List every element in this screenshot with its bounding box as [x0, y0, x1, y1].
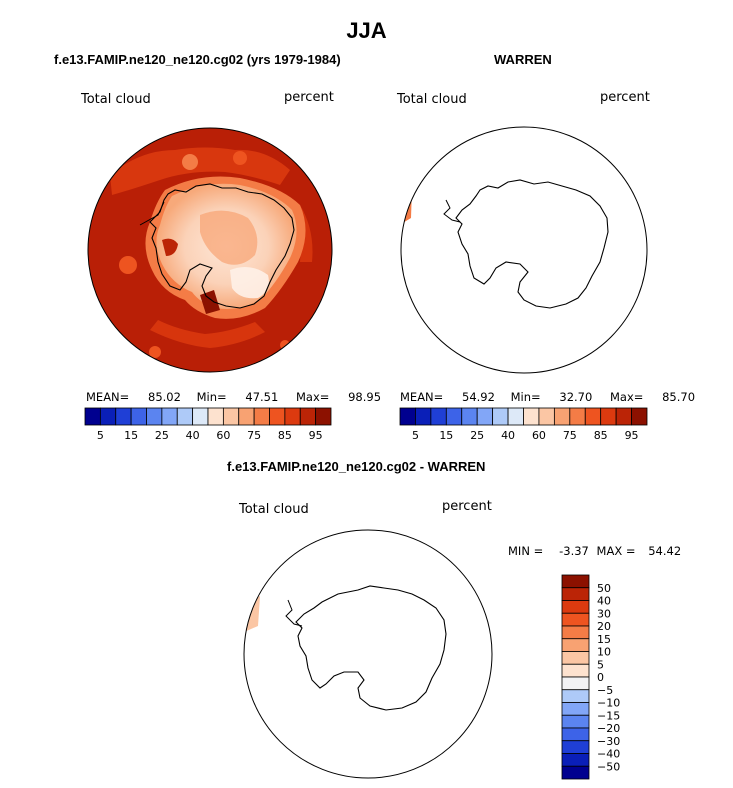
obs-min-label: Min=	[510, 390, 541, 404]
diff-panel-title: f.e13.FAMIP.ne120_ne120.cg02 - WARREN	[227, 459, 486, 474]
model-variable-label: Total cloud	[81, 92, 151, 107]
diff-colorbar-tick-label: −20	[597, 722, 620, 735]
diff-max-label: MAX =	[596, 544, 636, 558]
obs-colorbar-tick-label: 25	[470, 429, 484, 442]
model-panel-title: f.e13.FAMIP.ne120_ne120.cg02 (yrs 1979-1…	[54, 52, 341, 67]
diff-colorbar-tick-label: −50	[597, 760, 620, 773]
model-colorbar-tick-label: 95	[309, 429, 323, 442]
model-min-value: 47.51	[245, 390, 279, 404]
model-map-boundary	[87, 127, 333, 373]
diff-colorbar-box	[561, 676, 590, 691]
diff-colorbar-tick-label: 15	[597, 633, 611, 646]
diff-colorbar-box	[561, 638, 590, 652]
diff-colorbar-box	[561, 587, 590, 601]
obs-colorbar-tick-label: 5	[412, 429, 419, 442]
obs-colorbar-tick-label: 40	[501, 429, 515, 442]
model-mean-label: MEAN=	[86, 390, 130, 404]
diff-colorbar-box	[561, 625, 590, 640]
diff-colorbar-tick-label: −5	[597, 684, 613, 697]
obs-colorbar-box	[631, 407, 648, 426]
main-title: JJA	[346, 18, 387, 43]
obs-stats: MEAN= 54.92 Min= 32.70 Max= 85.70	[400, 390, 695, 404]
obs-panel-title: WARREN	[494, 52, 552, 67]
obs-mean-label: MEAN=	[400, 390, 444, 404]
diff-colorbar-tick-label: 50	[597, 582, 611, 595]
diff-colorbar-tick-label: 5	[597, 658, 604, 671]
model-colorbar-tick-label: 15	[124, 429, 138, 442]
diff-units-label: percent	[442, 499, 492, 514]
diff-colorbar-box	[561, 702, 590, 716]
model-colorbar-tick-label: 40	[186, 429, 200, 442]
diff-coastline	[295, 585, 447, 711]
obs-max-label: Max=	[609, 390, 644, 404]
diff-variable-label: Total cloud	[239, 502, 309, 517]
model-colorbar-tick-label: 25	[155, 429, 169, 442]
obs-coastline	[455, 179, 609, 309]
diff-min-value: -3.37	[559, 544, 589, 558]
model-stats: MEAN= 85.02 Min= 47.51 Max= 98.95	[86, 390, 381, 404]
diff-colorbar-tick-label: 10	[597, 646, 611, 659]
model-colorbar-tick-label: 60	[216, 429, 230, 442]
diff-colorbar-tick-label: −40	[597, 748, 620, 761]
model-max-value: 98.95	[348, 390, 382, 404]
diff-colorbar-box	[561, 765, 590, 780]
obs-min-value: 32.70	[559, 390, 593, 404]
diff-colorbar-box	[561, 753, 590, 767]
obs-colorbar-tick-label: 15	[439, 429, 453, 442]
diff-colorbar-box	[561, 727, 590, 742]
diff-colorbar-tick-label: 30	[597, 607, 611, 620]
obs-map-boundary	[400, 126, 648, 374]
obs-colorbar-tick-label: 85	[594, 429, 608, 442]
model-colorbar-tick-label: 85	[278, 429, 292, 442]
diff-map-boundary	[243, 529, 493, 779]
diff-colorbar-tick-label: 40	[597, 595, 611, 608]
diff-colorbar-box	[561, 651, 590, 665]
obs-units-label: percent	[600, 90, 650, 105]
model-colorbar-tick-label: 75	[247, 429, 261, 442]
obs-variable-label: Total cloud	[397, 92, 467, 107]
model-units-label: percent	[284, 90, 334, 105]
diff-stats: MIN = -3.37 MAX = 54.42	[508, 544, 681, 558]
diff-colorbar-box	[561, 714, 590, 729]
diff-colorbar-tick-label: −15	[597, 709, 620, 722]
model-colorbar-box	[315, 407, 332, 426]
diff-colorbar-box	[561, 663, 590, 678]
obs-colorbar-tick-label: 60	[532, 429, 546, 442]
diff-colorbar-tick-label: 20	[597, 620, 611, 633]
diff-min-label: MIN =	[508, 544, 544, 558]
diff-colorbar-box	[561, 600, 590, 614]
diff-max-value: 54.42	[648, 544, 682, 558]
diff-colorbar-box	[561, 612, 590, 627]
diff-colorbar-tick-label: 0	[597, 671, 604, 684]
model-mean-value: 85.02	[148, 390, 181, 404]
obs-mean-value: 54.92	[462, 390, 495, 404]
diff-colorbar-tick-label: −30	[597, 735, 620, 748]
model-colorbar-tick-label: 5	[97, 429, 104, 442]
diff-colorbar-tick-label: −10	[597, 697, 620, 710]
obs-max-value: 85.70	[662, 390, 696, 404]
obs-colorbar-tick-label: 95	[625, 429, 639, 442]
obs-colorbar-tick-label: 75	[563, 429, 577, 442]
diff-colorbar-box	[561, 740, 590, 754]
model-max-label: Max=	[295, 390, 330, 404]
diff-colorbar-box	[561, 574, 590, 589]
model-min-label: Min=	[196, 390, 227, 404]
diff-colorbar-box	[561, 689, 590, 703]
